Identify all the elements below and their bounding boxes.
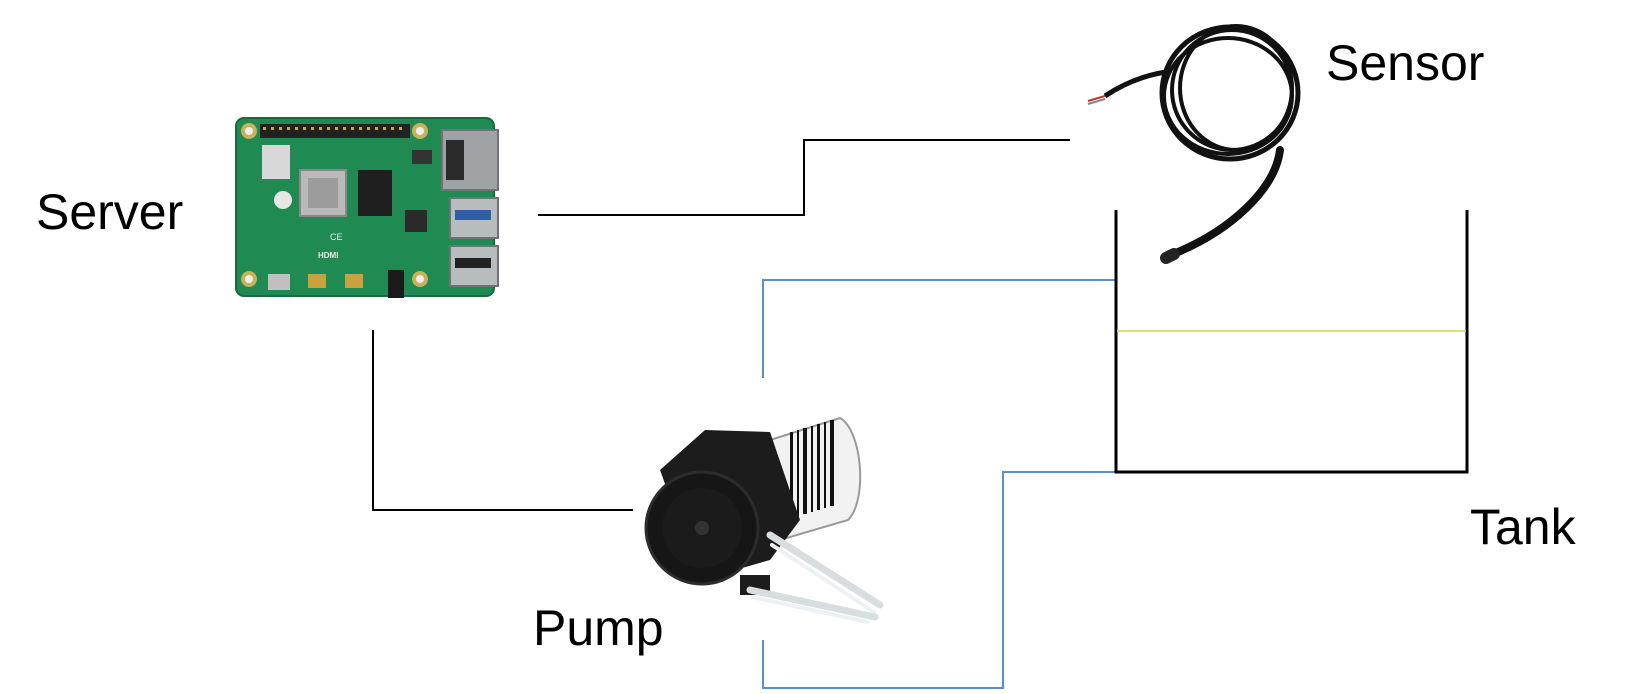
server-sensor-wire xyxy=(538,139,1070,216)
sensor-label: Sensor xyxy=(1326,35,1485,91)
tank-walls xyxy=(1114,210,1469,474)
tank xyxy=(1114,210,1469,474)
server-pump-wire xyxy=(372,330,633,511)
tank-label: Tank xyxy=(1470,499,1576,555)
temperature-probe-icon xyxy=(1087,24,1301,264)
pump-label: Pump xyxy=(533,600,664,656)
raspberry-pi-board-icon: CE HDMI xyxy=(235,117,499,298)
peristaltic-pump-icon xyxy=(644,416,884,624)
svg-text:HDMI: HDMI xyxy=(318,251,338,260)
pump-to-tank-tube xyxy=(762,471,1116,689)
server-label: Server xyxy=(36,184,184,240)
svg-text:CE: CE xyxy=(330,232,343,242)
tank-to-pump-tube xyxy=(762,279,1116,378)
